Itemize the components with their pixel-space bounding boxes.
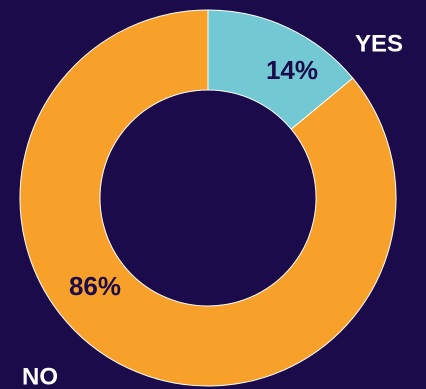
category-label: YES <box>355 30 403 57</box>
percent-label: 86% <box>69 271 121 301</box>
percent-label: 14% <box>266 55 318 85</box>
category-label: NO <box>22 363 58 389</box>
donut-slice <box>19 9 397 387</box>
